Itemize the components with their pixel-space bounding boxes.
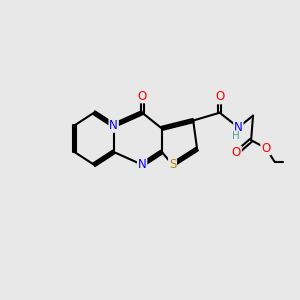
Text: O: O [232,146,241,159]
Text: O: O [215,91,224,103]
Text: O: O [137,89,147,103]
Text: H: H [232,131,239,141]
Text: S: S [169,158,176,171]
Text: N: N [138,158,146,171]
Text: N: N [109,119,118,132]
Text: O: O [261,142,270,154]
Text: N: N [234,121,243,134]
